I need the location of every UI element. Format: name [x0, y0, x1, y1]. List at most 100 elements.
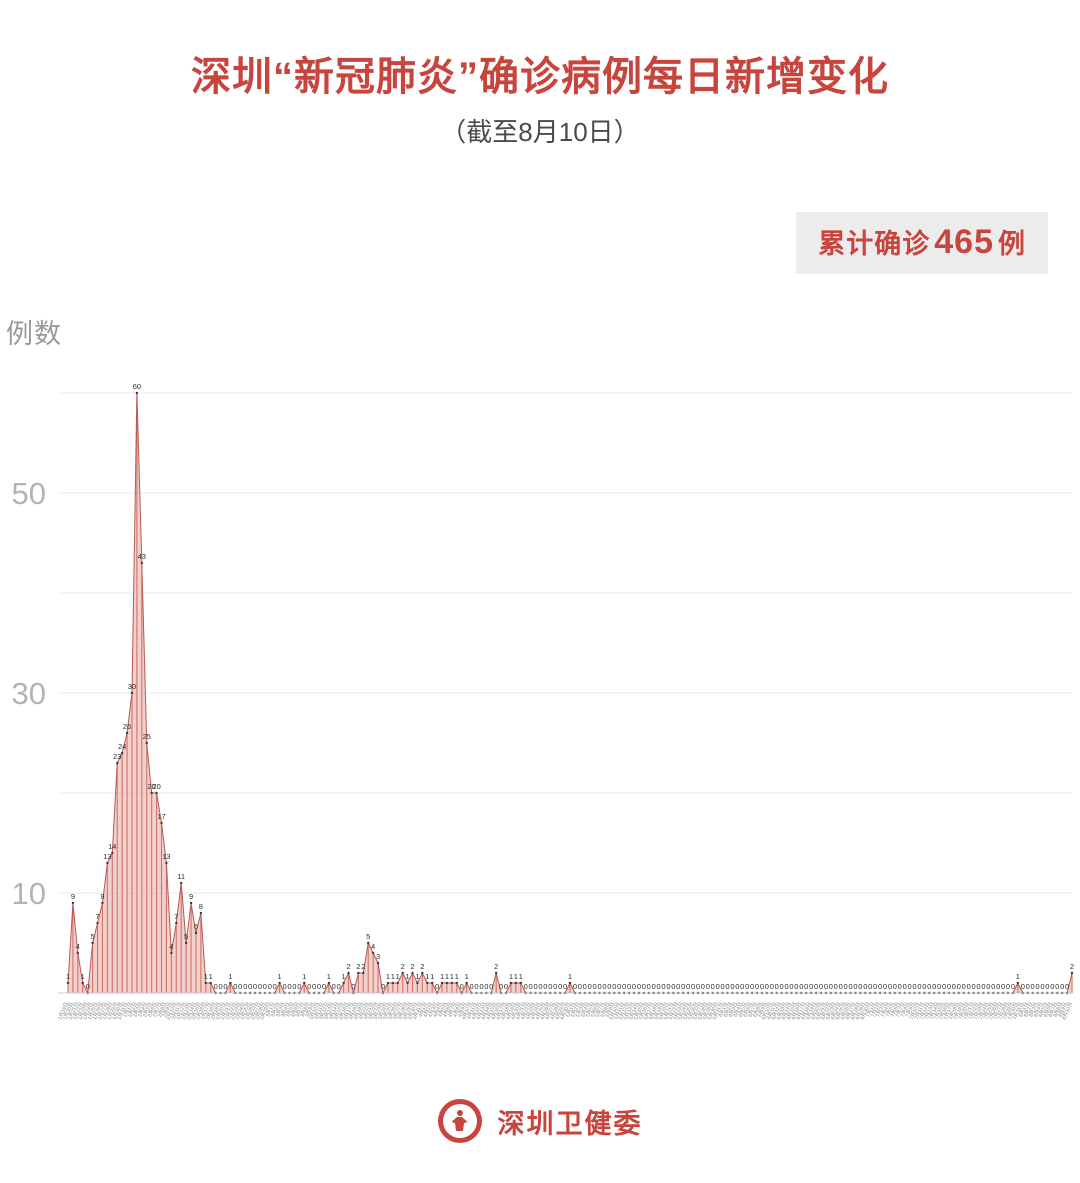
value-label-149: 0	[799, 982, 803, 991]
value-label-61: 5	[366, 932, 370, 941]
x-axis-date-label-43: 3月2日	[270, 1002, 281, 1019]
chart-header: 深圳“新冠肺炎”确诊病例每日新增变化 （截至8月10日）	[0, 0, 1080, 149]
data-point-73	[426, 981, 429, 985]
value-label-194: 0	[1021, 982, 1025, 991]
footer-org-name: 深圳卫健委	[497, 1108, 643, 1139]
data-point-13	[130, 691, 134, 695]
value-label-135: 0	[730, 982, 734, 991]
value-label-124: 0	[676, 982, 680, 991]
x-axis-date-label-134: 6月1日	[718, 1002, 729, 1019]
value-label-179: 0	[947, 982, 951, 991]
x-axis-date-label-47: 3月6日	[290, 1002, 301, 1019]
x-axis-date-label-195: 8月1日	[1018, 1002, 1029, 1019]
value-label-39: 0	[258, 982, 262, 991]
data-point-16	[145, 741, 148, 745]
value-label-60: 2	[361, 962, 365, 971]
value-label-30: 0	[214, 982, 218, 991]
x-axis-date-label-202: 8月8日	[1053, 1002, 1064, 1019]
x-axis-date-label-13: 2月1日	[122, 1002, 133, 1019]
x-axis-date-label-165: 7月2日	[871, 1002, 882, 1019]
value-label-177: 0	[937, 982, 941, 991]
value-label-8: 13	[103, 852, 111, 861]
x-axis-date-label-21: 2月9日	[162, 1002, 173, 1019]
value-label-123: 0	[671, 982, 675, 991]
value-label-42: 0	[273, 982, 277, 991]
value-label-59: 2	[356, 962, 360, 971]
data-point-1	[71, 901, 75, 905]
value-label-138: 0	[745, 982, 749, 991]
value-label-166: 0	[883, 982, 887, 991]
value-label-1: 9	[71, 892, 75, 901]
value-label-117: 0	[642, 982, 646, 991]
value-label-158: 0	[844, 982, 848, 991]
value-label-175: 0	[927, 982, 931, 991]
value-label-26: 6	[194, 922, 198, 931]
value-label-43: 1	[278, 972, 282, 981]
data-point-6	[96, 921, 99, 925]
x-axis-date-label-49: 3月8日	[300, 1002, 311, 1019]
x-axis-date-label-104: 5月2日	[570, 1002, 581, 1019]
value-label-121: 0	[661, 982, 665, 991]
x-axis-date-label-78: 4月6日	[442, 1002, 453, 1019]
x-axis-date-label-73: 4月1日	[418, 1002, 429, 1019]
value-label-46: 0	[292, 982, 296, 991]
value-label-71: 1	[415, 972, 419, 981]
value-label-109: 0	[602, 982, 606, 991]
value-label-116: 0	[637, 982, 641, 991]
data-point-11	[120, 751, 124, 755]
value-label-98: 0	[548, 982, 552, 991]
x-axis-date-labels-group: 1月19日1月20日1月21日1月22日1月23日1月24日1月25日1月26日…	[57, 1002, 1073, 1021]
value-label-29: 1	[209, 972, 213, 981]
value-label-143: 0	[770, 982, 774, 991]
value-label-55: 0	[337, 982, 341, 991]
value-label-18: 20	[152, 782, 160, 791]
value-label-7: 9	[100, 892, 104, 901]
x-axis-date-label-135: 6月2日	[723, 1002, 734, 1019]
value-label-58: 0	[351, 982, 355, 991]
value-label-62: 4	[371, 942, 375, 951]
value-label-100: 0	[558, 982, 562, 991]
x-axis-date-label-141: 6月8日	[752, 1002, 763, 1019]
data-point-61	[367, 941, 370, 945]
value-label-93: 0	[524, 982, 528, 991]
value-label-19: 17	[157, 812, 165, 821]
data-point-25	[189, 901, 193, 905]
value-label-196: 0	[1031, 982, 1035, 991]
x-axis-date-label-16: 2月4日	[137, 1002, 148, 1019]
data-point-72	[421, 971, 424, 975]
value-label-70: 2	[410, 962, 414, 971]
y-axis-ticks-group: 10 30 50	[12, 476, 46, 911]
value-label-167: 0	[888, 982, 892, 991]
value-label-115: 0	[632, 982, 636, 991]
value-label-88: 0	[499, 982, 503, 991]
value-label-168: 0	[893, 982, 897, 991]
value-label-101: 0	[563, 982, 567, 991]
value-label-106: 0	[588, 982, 592, 991]
value-label-164: 0	[873, 982, 877, 991]
x-axis-date-label-20: 2月8日	[157, 1002, 168, 1019]
shenzhen-health-commission-logo-icon	[437, 1099, 482, 1143]
value-label-11: 24	[118, 742, 126, 751]
value-label-152: 0	[814, 982, 818, 991]
value-label-94: 0	[529, 982, 533, 991]
data-point-59	[357, 971, 360, 975]
value-label-75: 0	[435, 982, 439, 991]
x-axis-date-label-198: 8月4日	[1033, 1002, 1044, 1019]
data-point-77	[445, 981, 449, 985]
data-point-91	[514, 981, 518, 985]
value-label-110: 0	[607, 982, 611, 991]
x-axis-date-label-110: 5月8日	[600, 1002, 611, 1019]
value-label-83: 0	[474, 982, 478, 991]
value-label-105: 0	[583, 982, 587, 991]
value-label-161: 0	[858, 982, 862, 991]
value-label-146: 0	[784, 982, 788, 991]
x-axis-date-label-200: 8月6日	[1043, 1002, 1054, 1019]
data-point-18	[155, 791, 158, 795]
value-label-120: 0	[657, 982, 661, 991]
data-point-78	[450, 981, 454, 985]
value-label-118: 0	[647, 982, 651, 991]
value-label-187: 0	[986, 982, 990, 991]
data-point-7	[101, 901, 104, 905]
data-point-76	[440, 981, 444, 985]
value-label-122: 0	[666, 982, 670, 991]
